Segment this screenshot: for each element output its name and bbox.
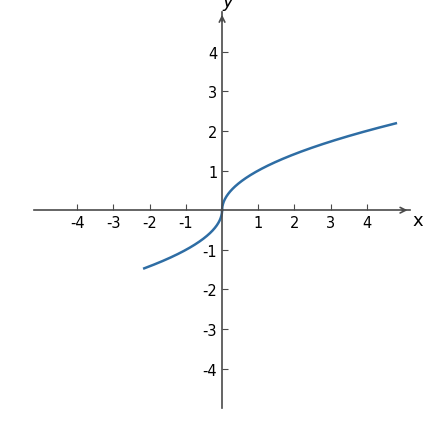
- Text: x: x: [412, 212, 423, 230]
- Text: y: y: [222, 0, 233, 11]
